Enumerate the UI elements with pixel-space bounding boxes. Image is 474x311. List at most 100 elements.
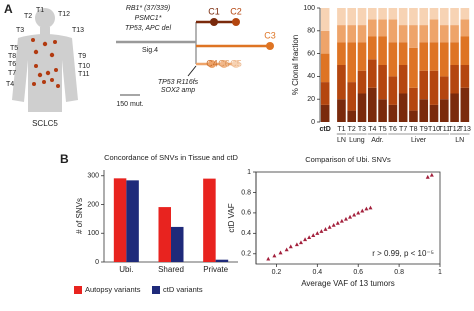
bar-segment — [398, 42, 408, 65]
bar-segment — [439, 99, 449, 122]
point — [339, 218, 344, 223]
bar-segment — [439, 8, 449, 26]
x-tick-label: Ubi. — [119, 265, 133, 274]
bar-segment — [419, 70, 429, 100]
x-tick-label: 1 — [438, 269, 442, 276]
legend-swatch — [74, 286, 82, 294]
tree-labels: RB1* (37/339) PSMC1* TP53, APC del Sig.4… — [116, 5, 275, 108]
y-axis-label: ctD VAF — [227, 203, 236, 232]
bar-segment — [357, 42, 367, 71]
bar — [158, 207, 171, 262]
y-axis-label: # of SNVs — [75, 198, 84, 234]
clone-label: C3 — [264, 30, 276, 40]
bar-segment — [460, 65, 470, 88]
bar-segment — [367, 87, 377, 122]
bar — [171, 226, 184, 262]
bar-segment — [419, 99, 429, 122]
y-tick-label: 1 — [247, 169, 251, 176]
legend-label: Autopsy variants — [85, 285, 141, 294]
bar-segment — [419, 25, 429, 43]
x-tick-label: 0.8 — [394, 269, 404, 276]
x-tick-label: Private — [203, 265, 228, 274]
y-tick-label: 0 — [95, 259, 99, 266]
bar-segment — [347, 42, 357, 83]
point — [323, 227, 328, 231]
bar-segment — [439, 42, 449, 77]
x-tick-label: 0.2 — [272, 269, 282, 276]
bar-segment — [429, 19, 439, 43]
clone-label: C2 — [230, 6, 242, 16]
bar-segment — [450, 65, 459, 94]
bar-segment — [347, 25, 357, 43]
y-tick-label: 0.4 — [241, 230, 251, 237]
bar-segment — [450, 8, 459, 26]
group-label: LN — [337, 137, 346, 144]
bar-segment — [320, 53, 330, 83]
bar-segment — [450, 25, 459, 43]
site-label: T8 — [8, 53, 16, 60]
bar-segment — [388, 8, 398, 20]
y-tick-label: 40 — [307, 73, 315, 80]
bar-segment — [378, 99, 387, 122]
y-tick-label: 0 — [311, 119, 315, 126]
point — [266, 256, 271, 261]
mutation: PSMC1* — [135, 15, 162, 22]
x-tick-label: T2 — [348, 126, 356, 133]
bar-segment — [388, 42, 398, 77]
x-tick-label: T11 — [439, 126, 451, 133]
bar-segment — [460, 8, 470, 20]
legend-swatch — [152, 286, 160, 294]
y-tick-label: 60 — [307, 50, 315, 57]
bar-segment — [367, 36, 377, 60]
x-tick-label: T5 — [378, 126, 386, 133]
bar-segment — [398, 65, 408, 94]
legend-label: ctD variants — [163, 285, 203, 294]
point — [360, 208, 365, 213]
y-tick-label: 20 — [307, 96, 315, 103]
bar-segment — [347, 8, 357, 26]
site-label: T13 — [72, 27, 84, 34]
point — [425, 174, 430, 179]
bar-segment — [320, 104, 330, 122]
point — [298, 240, 303, 245]
mutation: RB1* (37/339) — [126, 5, 170, 12]
point — [319, 229, 324, 233]
bar-segment — [409, 110, 418, 122]
point — [307, 235, 312, 240]
bar-segment — [337, 99, 346, 122]
y-axis-label: % Clonal fraction — [291, 35, 300, 95]
bar-segment — [398, 8, 408, 26]
x-tick-label: T4 — [368, 126, 376, 133]
site-label: T12 — [58, 11, 70, 18]
y-tick-label: 100 — [87, 230, 99, 237]
x-tick-label: T13 — [459, 126, 471, 133]
bar-segment — [439, 25, 449, 43]
bar-segment — [429, 70, 439, 105]
body-diagram — [12, 8, 78, 112]
bar-segment — [388, 104, 398, 122]
site-label: T7 — [8, 70, 16, 77]
scale-label: 150 mut. — [116, 101, 143, 108]
y-tick-label: 300 — [87, 173, 99, 180]
bar-segment — [429, 104, 439, 122]
y-tick-label: 100 — [303, 5, 315, 12]
bar-segment — [337, 42, 346, 65]
clone-label: C1 — [208, 6, 220, 16]
mutation: TP53, APC del — [125, 25, 171, 32]
site-label: T10 — [78, 63, 90, 70]
x-axis-label: Average VAF of 13 tumors — [301, 279, 395, 288]
site-label: T5 — [10, 45, 18, 52]
bar-segment — [337, 25, 346, 43]
bar-segment — [398, 25, 408, 43]
x-tick-label: T3 — [358, 126, 366, 133]
x-tick-label: T8 — [409, 126, 417, 133]
x-tick-label: 0.4 — [312, 269, 322, 276]
bar-segment — [419, 8, 429, 26]
site-label: T2 — [24, 13, 32, 20]
tumor-sites — [31, 38, 60, 88]
point — [278, 250, 283, 255]
bar — [126, 180, 139, 262]
annotation: r > 0.99, p < 10⁻⁵ — [372, 249, 434, 258]
bar — [203, 178, 216, 262]
